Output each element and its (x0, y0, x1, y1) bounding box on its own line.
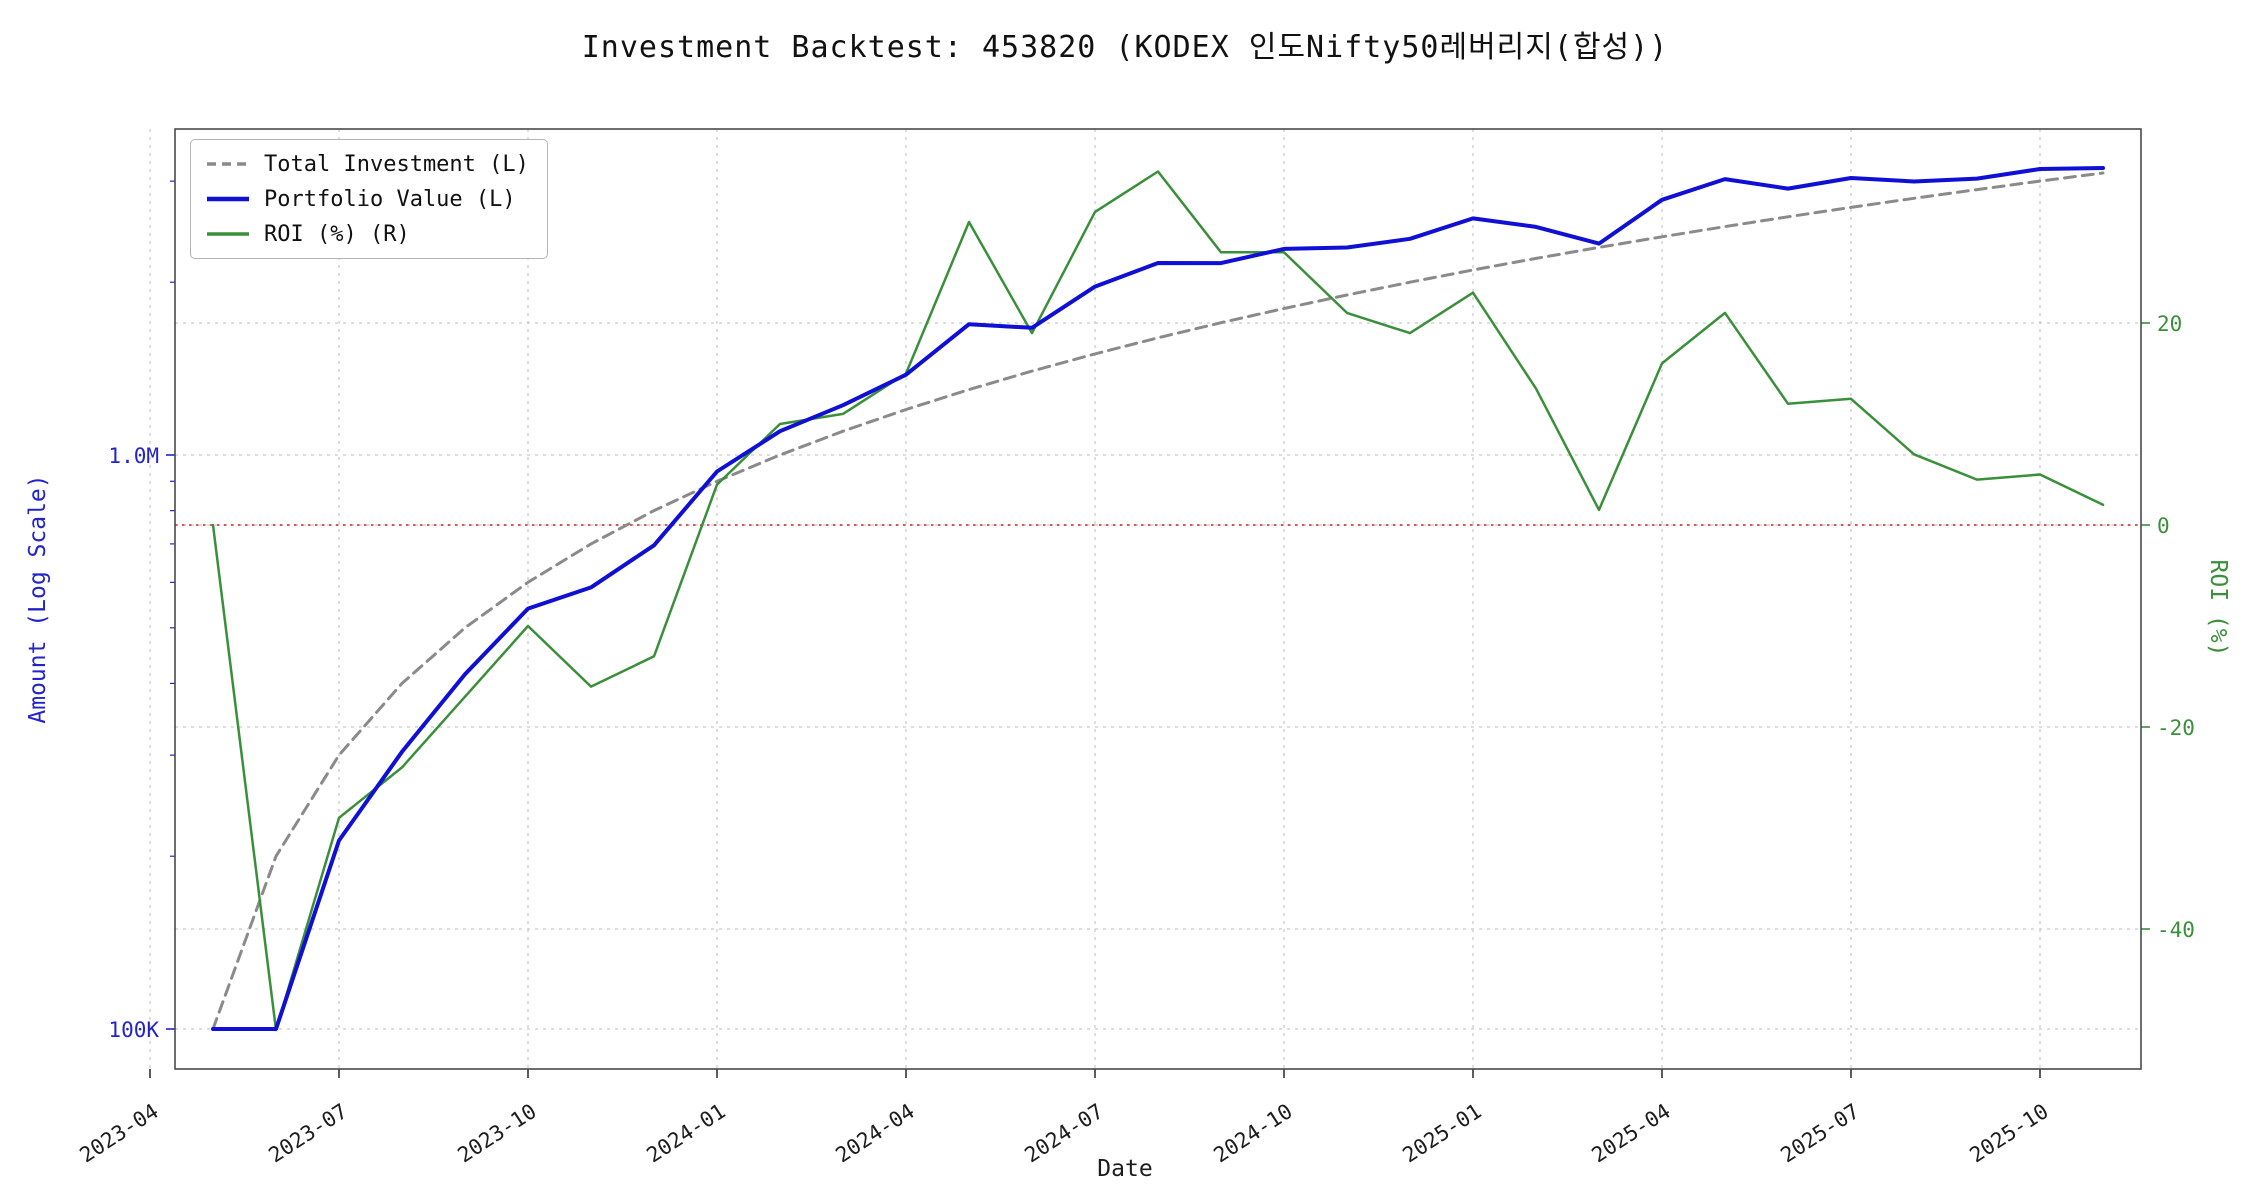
y-axis-label-right: ROI (%) (2205, 559, 2231, 657)
y-right-tick-label: -20 (2157, 716, 2195, 740)
plot-border (174, 128, 2142, 1070)
legend-item-total-investment: Total Investment (L) (205, 150, 529, 178)
y-right-tick-label: 0 (2157, 514, 2170, 538)
total-investment-line (211, 171, 2105, 1031)
roi-line (211, 170, 2105, 1032)
y-axis-label-left: Amount (Log Scale) (25, 474, 51, 724)
legend-swatch-dashed-line (207, 162, 249, 166)
x-axis-label: Date (1097, 1156, 1153, 1182)
y-right-tick-label: 20 (2157, 312, 2182, 336)
y-left-tick-label: 100K (108, 1018, 159, 1042)
legend: Total Investment (L) Portfolio Value (L)… (190, 139, 548, 259)
legend-item-portfolio-value: Portfolio Value (L) (205, 185, 529, 213)
legend-swatch-blue-line (207, 196, 249, 202)
legend-label-total-investment: Total Investment (L) (264, 151, 529, 177)
portfolio-value-line (211, 166, 2105, 1031)
y-right-tick-label: -40 (2157, 918, 2195, 942)
legend-label-portfolio-value: Portfolio Value (L) (264, 186, 516, 212)
legend-swatch-green-line (207, 232, 249, 236)
legend-item-roi: ROI (%) (R) (205, 220, 529, 248)
chart-title: Investment Backtest: 453820 (KODEX 인도Nif… (581, 30, 1669, 65)
legend-label-roi: ROI (%) (R) (264, 221, 410, 247)
y-left-tick-label: 1.0M (108, 444, 159, 468)
